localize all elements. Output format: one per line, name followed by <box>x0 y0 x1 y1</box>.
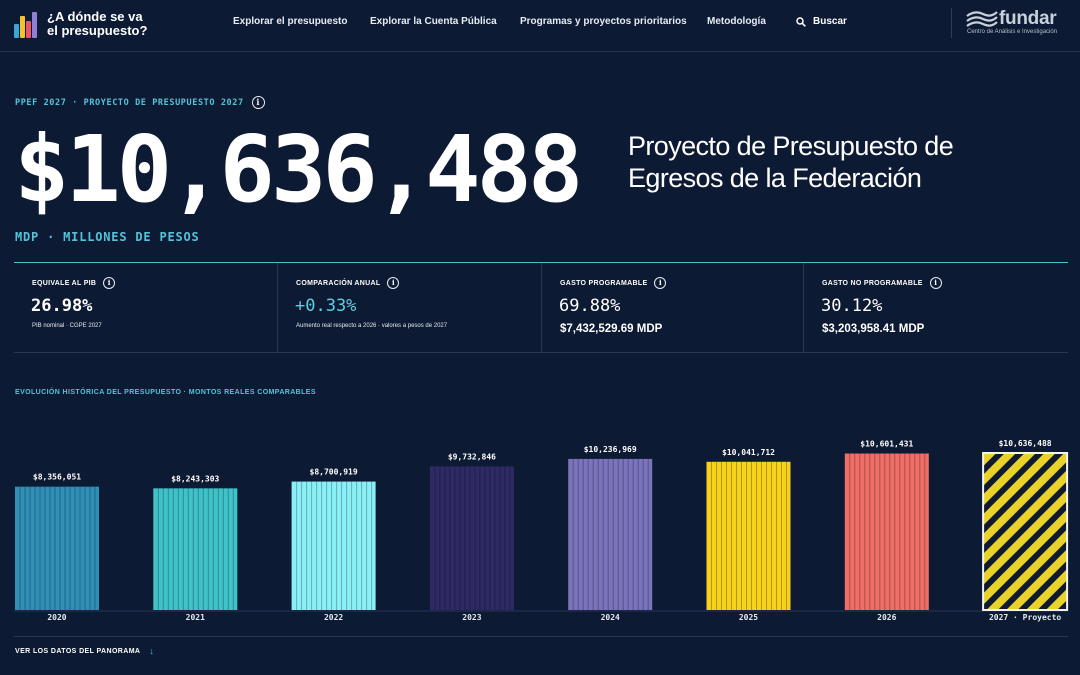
stat-gasto-programable: GASTO PROGRAMABLE i 69.88% $7,432,529.69… <box>541 263 803 353</box>
amount-unit: MDP · MILLONES DE PESOS <box>15 230 200 244</box>
bar-value-label: $10,236,969 <box>584 445 637 454</box>
chart-bar[interactable] <box>982 452 1069 611</box>
bar-value-label: $10,601,431 <box>860 440 913 449</box>
chart-bar-group[interactable]: $8,243,303 2021 <box>153 474 238 622</box>
bar-year-label: 2020 <box>47 613 66 622</box>
nav-explorar-cuenta-publica[interactable]: Explorar la Cuenta Pública <box>370 16 497 27</box>
info-icon[interactable]: i <box>387 277 400 289</box>
info-icon[interactable]: i <box>251 96 265 109</box>
footer-divider <box>14 636 1068 637</box>
stat-label: GASTO PROGRAMABLE i <box>560 277 667 289</box>
budget-eyebrow: PPEF 2027 · PROYECTO DE PRESUPUESTO 2027… <box>15 96 265 109</box>
stat-value: 30.12% <box>821 296 883 316</box>
chart-bar[interactable] <box>429 466 514 610</box>
view-data-link[interactable]: VER LOS DATOS DEL PANORAMA ↓ <box>15 646 155 656</box>
bar-value-label: $10,636,488 <box>999 439 1052 448</box>
page-title: Proyecto de Presupuesto de Egresos de la… <box>628 131 954 193</box>
stat-pib: EQUIVALE AL PIB i 26.98% PIB nominal · C… <box>14 263 277 353</box>
bar-year-label: 2022 <box>324 613 343 622</box>
stat-label-text: GASTO NO PROGRAMABLE <box>822 279 923 287</box>
fundar-logo[interactable]: fundar Centro de Análisis e Investigació… <box>965 8 1070 38</box>
chart-title: EVOLUCIÓN HISTÓRICA DEL PRESUPUESTO · MO… <box>15 389 316 396</box>
bar-year-label: 2026 <box>877 613 896 622</box>
chart-bar-group[interactable]: $8,356,051 2020 <box>15 473 99 622</box>
stat-value: 26.98% <box>31 296 93 316</box>
bar-year-label: 2023 <box>462 613 481 622</box>
search-icon <box>796 16 806 27</box>
site-logo-icon[interactable] <box>14 10 40 38</box>
bar-value-label: $8,356,051 <box>33 473 81 482</box>
chart-bar-group[interactable]: $10,236,969 2024 <box>568 445 653 622</box>
site-title[interactable]: ¿A dónde se va el presupuesto? <box>47 9 148 38</box>
chart-bar-group[interactable]: $10,041,712 2025 <box>706 448 791 622</box>
stats-row: EQUIVALE AL PIB i 26.98% PIB nominal · C… <box>14 262 1068 353</box>
top-navigation: ¿A dónde se va el presupuesto? Explorar … <box>0 0 1080 52</box>
chart-bar[interactable] <box>15 486 99 610</box>
info-icon[interactable]: i <box>103 277 116 289</box>
chart-bar[interactable] <box>568 458 653 610</box>
stat-amount: $7,432,529.69 MDP <box>560 323 663 335</box>
chart-bar[interactable] <box>844 453 929 610</box>
chart-bar-group[interactable]: $9,732,846 2023 <box>429 452 514 622</box>
bar-value-label: $9,732,846 <box>448 452 496 461</box>
stat-value: 69.88% <box>559 296 621 316</box>
bar-value-label: $8,700,919 <box>310 468 358 477</box>
bar-year-label: 2021 <box>186 613 205 622</box>
stat-note: Aumento real respecto a 2026 · valores a… <box>296 323 448 329</box>
search-button[interactable]: Buscar <box>796 16 847 27</box>
bar-value-label: $8,243,303 <box>171 474 219 483</box>
chart-bar[interactable] <box>153 488 238 610</box>
chart-bar[interactable] <box>706 461 791 610</box>
arrow-down-icon: ↓ <box>149 646 155 656</box>
stat-label-text: EQUIVALE AL PIB <box>32 279 97 287</box>
stat-label: EQUIVALE AL PIB i <box>32 277 116 289</box>
stat-gasto-no-programable: GASTO NO PROGRAMABLE i 30.12% $3,203,958… <box>803 263 1068 353</box>
nav-divider <box>951 8 952 38</box>
stat-label-text: COMPARACIÓN ANUAL <box>296 279 381 287</box>
budget-history-chart: $8,356,051 2020 $8,243,303 2021 $8,700,919 20… <box>14 439 1069 622</box>
nav-explorar-presupuesto[interactable]: Explorar el presupuesto <box>233 16 348 27</box>
stat-label-text: GASTO PROGRAMABLE <box>560 279 648 287</box>
bar-value-label: $10,041,712 <box>722 448 775 457</box>
total-budget-amount: $10,636,488 <box>14 116 583 223</box>
stat-label: COMPARACIÓN ANUAL i <box>296 277 400 289</box>
fundar-subtitle: Centro de Análisis e Investigación <box>967 29 1058 35</box>
view-data-label: VER LOS DATOS DEL PANORAMA <box>15 648 141 655</box>
nav-programas-proyectos[interactable]: Programas y proyectos prioritarios <box>520 16 687 27</box>
fundar-mark-icon <box>966 11 998 27</box>
bar-year-label: 2027 · Proyecto <box>989 613 1061 622</box>
stat-value: +0.33% <box>295 296 357 316</box>
stat-amount: $3,203,958.41 MDP <box>822 323 925 335</box>
fundar-wordmark: fundar <box>999 8 1057 29</box>
info-icon[interactable]: i <box>929 277 942 289</box>
chart-bar[interactable] <box>291 481 376 610</box>
nav-metodologia[interactable]: Metodología <box>707 16 766 27</box>
chart-bar-group[interactable]: $8,700,919 2022 <box>291 468 376 622</box>
bar-year-label: 2025 <box>739 613 758 622</box>
bar-year-label: 2024 <box>601 613 620 622</box>
search-label: Buscar <box>813 16 847 27</box>
eyebrow-text: PPEF 2027 · PROYECTO DE PRESUPUESTO 2027 <box>15 97 244 108</box>
chart-bar-group[interactable]: $10,636,488 2027 · Proyecto <box>982 439 1069 622</box>
stat-comparacion-anual: COMPARACIÓN ANUAL i +0.33% Aumento real … <box>277 263 541 353</box>
stat-label: GASTO NO PROGRAMABLE i <box>822 277 942 289</box>
stat-note: PIB nominal · CGPE 2027 <box>32 323 102 329</box>
info-icon[interactable]: i <box>654 277 667 289</box>
chart-bar-group[interactable]: $10,601,431 2026 <box>844 440 929 622</box>
